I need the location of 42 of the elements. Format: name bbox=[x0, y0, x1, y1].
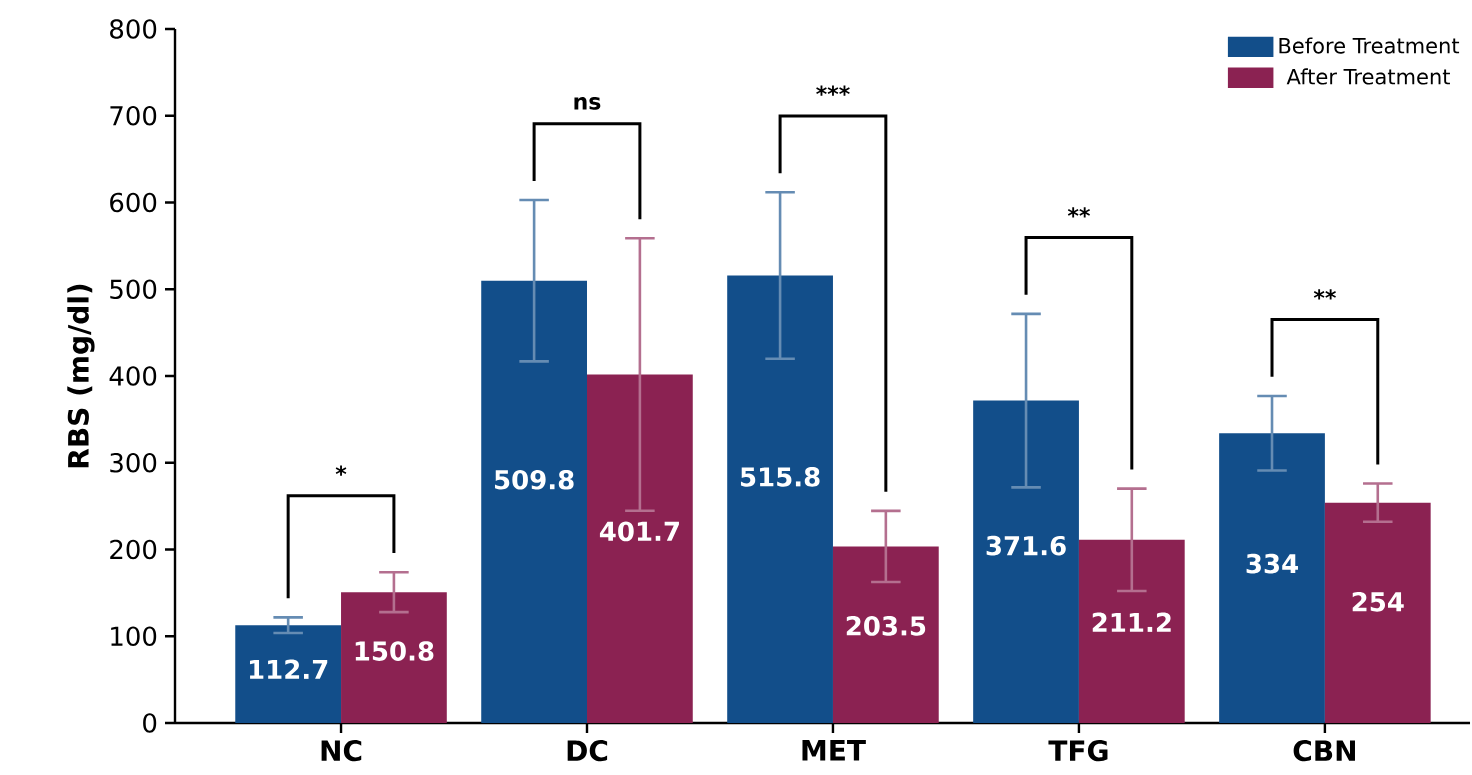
annotation: ** bbox=[1313, 289, 1336, 300]
y-tick-label: 300 bbox=[110, 452, 157, 473]
y-tick-label: 100 bbox=[111, 626, 157, 647]
bar bbox=[727, 275, 833, 723]
annotation: ns bbox=[574, 97, 601, 110]
y-tick-label: 200 bbox=[110, 539, 157, 560]
legend-label: After Treatment bbox=[1286, 68, 1450, 85]
data-label: 401.7 bbox=[599, 521, 679, 542]
bar bbox=[341, 592, 447, 723]
data-label: 371.6 bbox=[986, 535, 1066, 556]
x-tick-label: MET bbox=[802, 740, 866, 761]
x-tick-label: TFG bbox=[1048, 740, 1108, 762]
x-tick-label: DC bbox=[567, 740, 608, 762]
annotation: *** bbox=[816, 85, 850, 96]
data-label: 211.2 bbox=[1092, 612, 1171, 632]
bar bbox=[481, 280, 587, 723]
annotation: * bbox=[335, 465, 347, 476]
y-tick-label: 0 bbox=[143, 713, 157, 733]
data-label: 334 bbox=[1246, 553, 1298, 574]
bar bbox=[1078, 539, 1185, 723]
data-label: 112.7 bbox=[249, 659, 328, 679]
y-tick-label: 700 bbox=[110, 105, 157, 126]
y-tick-label: 500 bbox=[110, 279, 157, 300]
y-tick-label: 400 bbox=[109, 366, 157, 386]
bar bbox=[832, 546, 939, 723]
bar bbox=[1324, 502, 1431, 723]
x-tick-label: NC bbox=[321, 740, 362, 762]
data-label: 254 bbox=[1352, 591, 1404, 612]
bar bbox=[973, 400, 1079, 723]
y-axis-title: RBS (mg/dl) bbox=[67, 284, 95, 468]
annotation: ** bbox=[1067, 207, 1090, 218]
y-tick-label: 600 bbox=[110, 192, 157, 213]
bar bbox=[1219, 433, 1325, 723]
data-label: 150.8 bbox=[355, 641, 434, 661]
x-tick-label: CBN bbox=[1293, 740, 1355, 762]
data-label: 509.8 bbox=[495, 469, 574, 490]
legend-label: Before Treatment bbox=[1279, 37, 1460, 54]
data-label: 515.8 bbox=[740, 467, 820, 487]
bar bbox=[235, 625, 342, 723]
data-label: 203.5 bbox=[846, 616, 926, 636]
bar bbox=[587, 374, 693, 723]
y-tick-label: 800 bbox=[110, 19, 157, 39]
